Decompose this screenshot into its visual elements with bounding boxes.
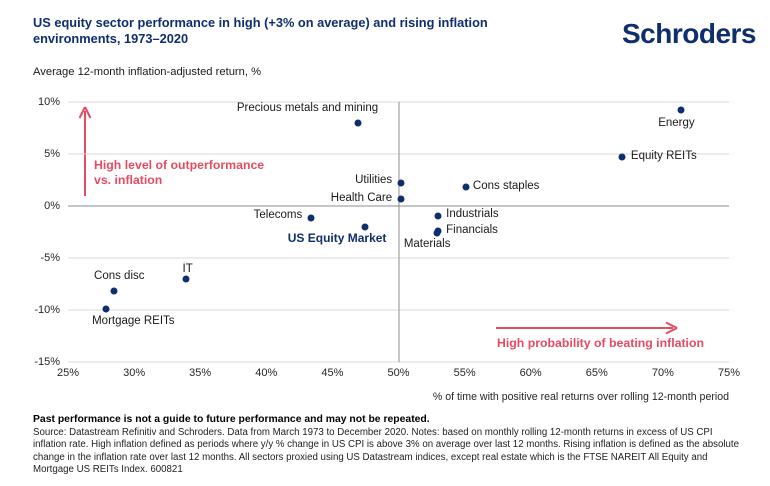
beating-inflation-annotation: High probability of beating inflation bbox=[497, 336, 704, 350]
data-point-dot bbox=[182, 275, 190, 283]
data-point-dot bbox=[434, 212, 442, 220]
data-point-dot bbox=[307, 214, 315, 222]
data-point-dot bbox=[354, 119, 362, 127]
data-point-dot bbox=[462, 183, 470, 191]
data-point-label: Utilities bbox=[355, 174, 393, 187]
x-tick-label: 55% bbox=[453, 367, 476, 379]
data-point-label: Financials bbox=[446, 223, 498, 236]
data-point-label: Equity REITs bbox=[630, 150, 697, 163]
source-note: Source: Datastream Refinitiv and Schrode… bbox=[33, 427, 739, 476]
data-point-dot bbox=[618, 153, 626, 161]
x-tick-label: 45% bbox=[321, 367, 344, 379]
data-point-dot bbox=[677, 106, 685, 114]
data-point-label: US Equity Market bbox=[287, 230, 387, 245]
data-point-dot bbox=[102, 305, 110, 313]
data-point-label: Telecoms bbox=[253, 209, 303, 222]
y-tick-label: -5% bbox=[40, 252, 60, 264]
data-point-dot bbox=[433, 229, 441, 237]
schroders-logo: Schroders bbox=[622, 18, 757, 49]
outperformance-annotation: High level of outperformance vs. inflati… bbox=[94, 158, 265, 187]
data-point-label: Mortgage REITs bbox=[92, 314, 175, 327]
x-tick-label: 60% bbox=[519, 367, 542, 379]
x-tick-label: 35% bbox=[189, 367, 212, 379]
x-tick-label: 30% bbox=[123, 367, 146, 379]
y-tick-label: -10% bbox=[34, 304, 60, 316]
data-point-label: Industrials bbox=[446, 208, 499, 221]
y-tick-label: 5% bbox=[44, 148, 60, 160]
y-tick-label: -15% bbox=[34, 356, 60, 368]
data-point-dot bbox=[397, 195, 405, 203]
data-point-label: Cons staples bbox=[472, 180, 540, 193]
gridline bbox=[68, 361, 729, 363]
y-tick-label: 0% bbox=[44, 200, 60, 212]
x-tick-label: 40% bbox=[255, 367, 278, 379]
plot-area: High level of outperformance vs. inflati… bbox=[68, 101, 729, 363]
x-axis: 25% 30% 35% 40% 45% 50% 55% 60% 65% 70% 75% bbox=[57, 367, 740, 383]
data-point-label: Health Care bbox=[330, 191, 393, 204]
x-tick-label: 25% bbox=[56, 367, 80, 379]
chart-title: US equity sector performance in high (+3… bbox=[33, 15, 488, 46]
data-point-dot bbox=[361, 223, 369, 231]
x-tick-label: 65% bbox=[585, 367, 608, 379]
x-tick-label: 70% bbox=[651, 367, 674, 379]
x-tick-label: 75% bbox=[717, 367, 741, 379]
data-point-label: IT bbox=[182, 262, 193, 275]
x-tick-label: 50% bbox=[387, 367, 410, 379]
footer: Past performance is not a guide to futur… bbox=[33, 414, 745, 477]
right-arrow-icon bbox=[496, 321, 678, 335]
y-axis-title: Average 12-month inflation-adjusted retu… bbox=[33, 66, 262, 78]
vertical-reference-line bbox=[398, 102, 399, 362]
data-point-label: Cons disc bbox=[94, 270, 145, 283]
data-point-dot bbox=[110, 287, 118, 295]
data-point-label: Energy bbox=[658, 117, 695, 130]
y-tick-label: 10% bbox=[37, 96, 60, 108]
data-point-label: Materials bbox=[403, 238, 451, 251]
up-arrow-icon bbox=[78, 106, 92, 196]
y-axis: 10% 5% 0% -5% -10% -15% bbox=[0, 96, 60, 368]
data-point-dot bbox=[397, 179, 405, 187]
x-axis-title: % of time with positive real returns ove… bbox=[432, 391, 729, 403]
data-point-label: Precious metals and mining bbox=[236, 101, 379, 114]
performance-disclaimer: Past performance is not a guide to futur… bbox=[33, 414, 430, 425]
